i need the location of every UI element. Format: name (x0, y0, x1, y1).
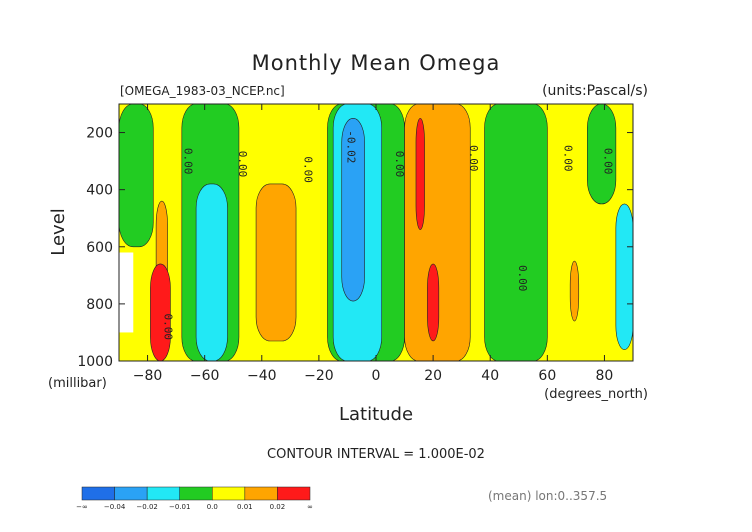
x-tick-label: −20 (304, 368, 334, 384)
contour-label: 0.00 (162, 313, 175, 340)
y-tick-label: 800 (86, 297, 113, 313)
y-tick-label: 600 (86, 240, 113, 256)
y-axis-units: (millibar) (48, 376, 107, 391)
y-tick-label: 400 (86, 183, 113, 199)
x-axis-label: Latitude (339, 404, 413, 425)
contour-label: -0.02 (344, 130, 357, 163)
contour-label: 0.00 (236, 151, 249, 178)
contour-label: 0.00 (601, 148, 614, 175)
colorbar-label: −∞ (76, 503, 88, 511)
contour-label: 0.00 (516, 265, 529, 292)
x-tick-label: 60 (538, 368, 556, 384)
colorbar-swatch (81, 486, 115, 501)
contour-region-red-15 (150, 263, 171, 362)
missing-data-region (119, 252, 134, 333)
colorbar-label: ∞ (307, 503, 313, 511)
colorbar-label: 0.01 (237, 503, 253, 511)
x-tick-label: 80 (596, 368, 614, 384)
contour-region-orange-4 (255, 183, 297, 342)
colorbar-swatch (146, 486, 180, 501)
x-axis-ticks: −80 −60 −40 −20 0 20 40 60 80 (133, 104, 614, 384)
contour-label: 0.00 (467, 145, 480, 172)
x-tick-label: 40 (481, 368, 499, 384)
colorbar-label: −0.02 (136, 503, 157, 511)
contour-interval-text: CONTOUR INTERVAL = 1.000E-02 (267, 447, 485, 462)
colorbar-label: −0.01 (169, 503, 190, 511)
contour-labels: 0.00 -0.02 0.00 0.00 0.00 0.00 0.00 0.00 0.00 0.0… (162, 130, 615, 340)
colorbar-swatch (114, 486, 148, 501)
contour-region-green-1 (118, 103, 154, 248)
contour-region-cyan-3 (195, 183, 228, 362)
colorbar: −∞ −0.04 −0.02 −0.01 0.0 0.01 0.02 ∞ (76, 486, 313, 511)
contour-label: 0.00 (393, 151, 406, 178)
mean-info-text: (mean) lon:0..357.5 (488, 489, 607, 503)
x-axis-units: (degrees_north) (544, 387, 648, 402)
contour-region-green-11 (484, 103, 548, 362)
colorbar-label: 0.0 (207, 503, 218, 511)
y-axis-ticks: 200 400 600 800 1000 (77, 126, 633, 370)
x-tick-label: −40 (247, 368, 277, 384)
x-tick-label: 20 (424, 368, 442, 384)
contour-label: 0.00 (561, 145, 574, 172)
colorbar-swatch (179, 486, 213, 501)
contour-label: 0.00 (302, 156, 315, 183)
y-axis-label: Level (48, 208, 69, 256)
x-tick-label: −60 (190, 368, 220, 384)
units-label: (units:Pascal/s) (542, 83, 648, 99)
plot-area (118, 103, 634, 362)
file-label: [OMEGA_1983-03_NCEP.nc] (120, 84, 285, 98)
colorbar-label: −0.04 (104, 503, 126, 511)
colorbar-swatch (244, 486, 278, 501)
contour-region-blue-7 (341, 117, 365, 302)
contour-label: 0.00 (182, 148, 195, 175)
chart-title: Monthly Mean Omega (252, 51, 501, 75)
y-tick-label: 200 (86, 126, 113, 142)
contour-region-cyan-13 (615, 203, 634, 350)
y-tick-label: 1000 (77, 354, 113, 370)
colorbar-label: 0.02 (270, 503, 286, 511)
x-tick-label: −80 (133, 368, 163, 384)
x-tick-label: 0 (372, 368, 381, 384)
contour-region-red-9 (415, 117, 425, 230)
colorbar-swatch (277, 486, 311, 501)
contour-region-red-10 (427, 263, 440, 342)
contour-region-orange-16 (569, 260, 580, 322)
colorbar-swatch (212, 486, 246, 501)
